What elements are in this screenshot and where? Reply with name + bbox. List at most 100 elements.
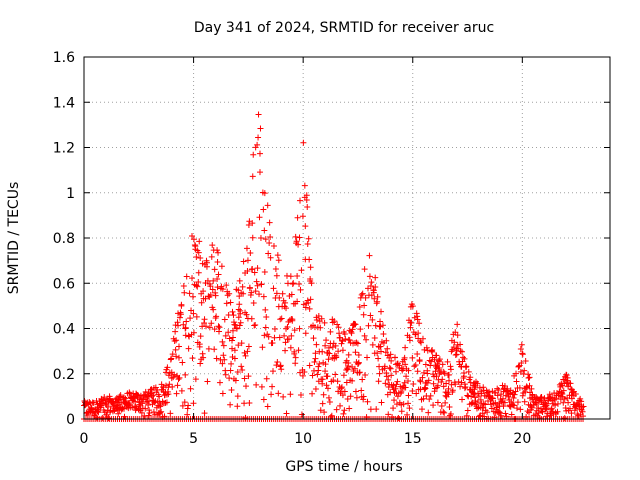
- data-point: [260, 206, 267, 213]
- data-point: [380, 331, 387, 338]
- data-point: [256, 169, 263, 176]
- data-point: [516, 384, 523, 391]
- data-point: [496, 408, 503, 415]
- data-point: [424, 370, 431, 377]
- data-point: [239, 283, 246, 290]
- data-point: [366, 273, 373, 280]
- data-point: [369, 341, 376, 348]
- data-point: [102, 400, 109, 407]
- data-point: [269, 383, 276, 390]
- data-point: [357, 326, 364, 333]
- data-point: [201, 410, 208, 417]
- data-point: [209, 242, 216, 249]
- data-point: [494, 392, 501, 399]
- data-point: [445, 385, 452, 392]
- data-point: [349, 377, 356, 384]
- data-point: [230, 312, 237, 319]
- data-point: [273, 272, 280, 279]
- data-point: [567, 405, 574, 412]
- data-point: [276, 294, 283, 301]
- data-point: [514, 399, 521, 406]
- data-point: [249, 234, 256, 241]
- data-point: [305, 235, 312, 242]
- data-point: [234, 403, 241, 410]
- data-point: [270, 368, 277, 375]
- data-point: [169, 383, 176, 390]
- data-point: [198, 299, 205, 306]
- data-point: [391, 354, 398, 361]
- data-point: [460, 373, 467, 380]
- data-point: [243, 383, 250, 390]
- data-point: [309, 390, 316, 397]
- data-point: [266, 240, 273, 246]
- data-point: [290, 280, 297, 287]
- data-point: [313, 316, 320, 323]
- data-point: [457, 383, 464, 390]
- data-point: [157, 409, 164, 416]
- data-point: [168, 375, 175, 382]
- data-point: [195, 278, 202, 285]
- data-point: [215, 271, 222, 278]
- data-point: [444, 358, 451, 365]
- data-point: [260, 396, 267, 403]
- data-point: [510, 394, 517, 401]
- data-point: [201, 316, 208, 323]
- data-point: [168, 355, 175, 362]
- data-point: [237, 319, 244, 326]
- data-point: [346, 337, 353, 344]
- data-point: [184, 411, 191, 418]
- data-point: [211, 346, 218, 353]
- data-point: [115, 410, 122, 417]
- data-point: [105, 403, 112, 410]
- data-point: [209, 286, 216, 293]
- data-point: [180, 283, 187, 290]
- data-point: [225, 329, 232, 336]
- data-point: [285, 336, 292, 343]
- data-point: [361, 266, 368, 273]
- data-point: [189, 293, 196, 300]
- data-point: [405, 400, 412, 407]
- data-point: [291, 350, 298, 357]
- data-point: [258, 383, 265, 390]
- data-point: [294, 298, 301, 305]
- data-point: [178, 302, 185, 309]
- data-point: [564, 374, 571, 381]
- data-point: [426, 396, 433, 403]
- data-point: [457, 348, 464, 355]
- data-point: [186, 290, 193, 297]
- data-point: [289, 317, 296, 324]
- data-point: [337, 402, 344, 409]
- data-point: [410, 381, 417, 388]
- data-point: [353, 339, 360, 346]
- x-axis-label: GPS time / hours: [285, 459, 402, 475]
- data-point: [142, 405, 149, 412]
- data-point: [518, 341, 525, 348]
- data-point: [446, 404, 453, 411]
- data-point: [468, 400, 475, 407]
- data-point: [458, 379, 465, 386]
- data-point: [262, 236, 269, 243]
- data-point: [405, 377, 412, 384]
- data-point: [433, 352, 440, 359]
- data-point: [415, 330, 422, 337]
- data-point: [401, 354, 408, 361]
- data-point: [299, 213, 306, 220]
- data-point: [252, 144, 259, 151]
- data-point: [208, 253, 215, 260]
- y-tick-label: 1.4: [53, 95, 75, 111]
- data-point: [303, 192, 310, 199]
- data-point: [156, 393, 163, 400]
- data-point: [300, 139, 307, 146]
- data-point: [235, 342, 242, 349]
- data-point: [344, 395, 351, 402]
- data-point: [567, 380, 574, 387]
- data-point: [197, 360, 204, 367]
- data-point: [195, 249, 202, 256]
- data-point: [511, 391, 518, 398]
- data-point: [371, 335, 378, 342]
- data-point: [445, 391, 452, 398]
- data-point: [261, 190, 268, 197]
- data-point: [441, 370, 448, 377]
- data-point: [372, 322, 379, 329]
- data-point: [172, 328, 179, 335]
